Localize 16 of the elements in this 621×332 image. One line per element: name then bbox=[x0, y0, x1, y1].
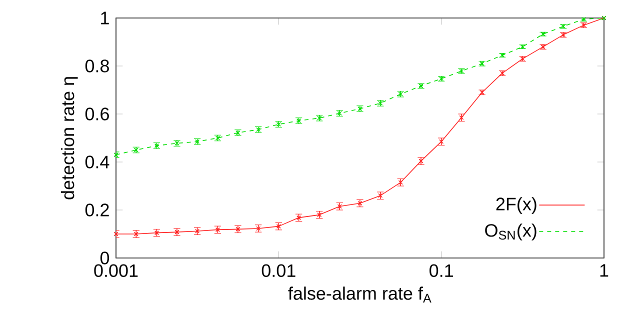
x-tick-label: 1 bbox=[600, 264, 608, 277]
y-tick-label: 0.8 bbox=[85, 60, 109, 72]
x-tick-label: 0.1 bbox=[430, 264, 453, 277]
legend-label: 2F(x) bbox=[496, 197, 536, 214]
y-tick-label: 0.2 bbox=[85, 204, 109, 216]
y-axis-title: detection rate η bbox=[60, 77, 78, 200]
x-tick-label: 0.001 bbox=[94, 264, 138, 277]
x-tick-label: 0.01 bbox=[262, 264, 296, 277]
y-tick-label: 1 bbox=[101, 12, 109, 24]
x-axis-title: false-alarm rate f$_{A}$ bbox=[288, 286, 432, 303]
point bbox=[134, 232, 138, 236]
y-tick-label: 0 bbox=[100, 252, 110, 264]
point bbox=[114, 152, 118, 158]
legend-label: O$_{SN}$(x) bbox=[485, 224, 536, 240]
y-tick-label: 0.4 bbox=[85, 156, 110, 168]
y-tick-label: 0.6 bbox=[85, 108, 109, 120]
